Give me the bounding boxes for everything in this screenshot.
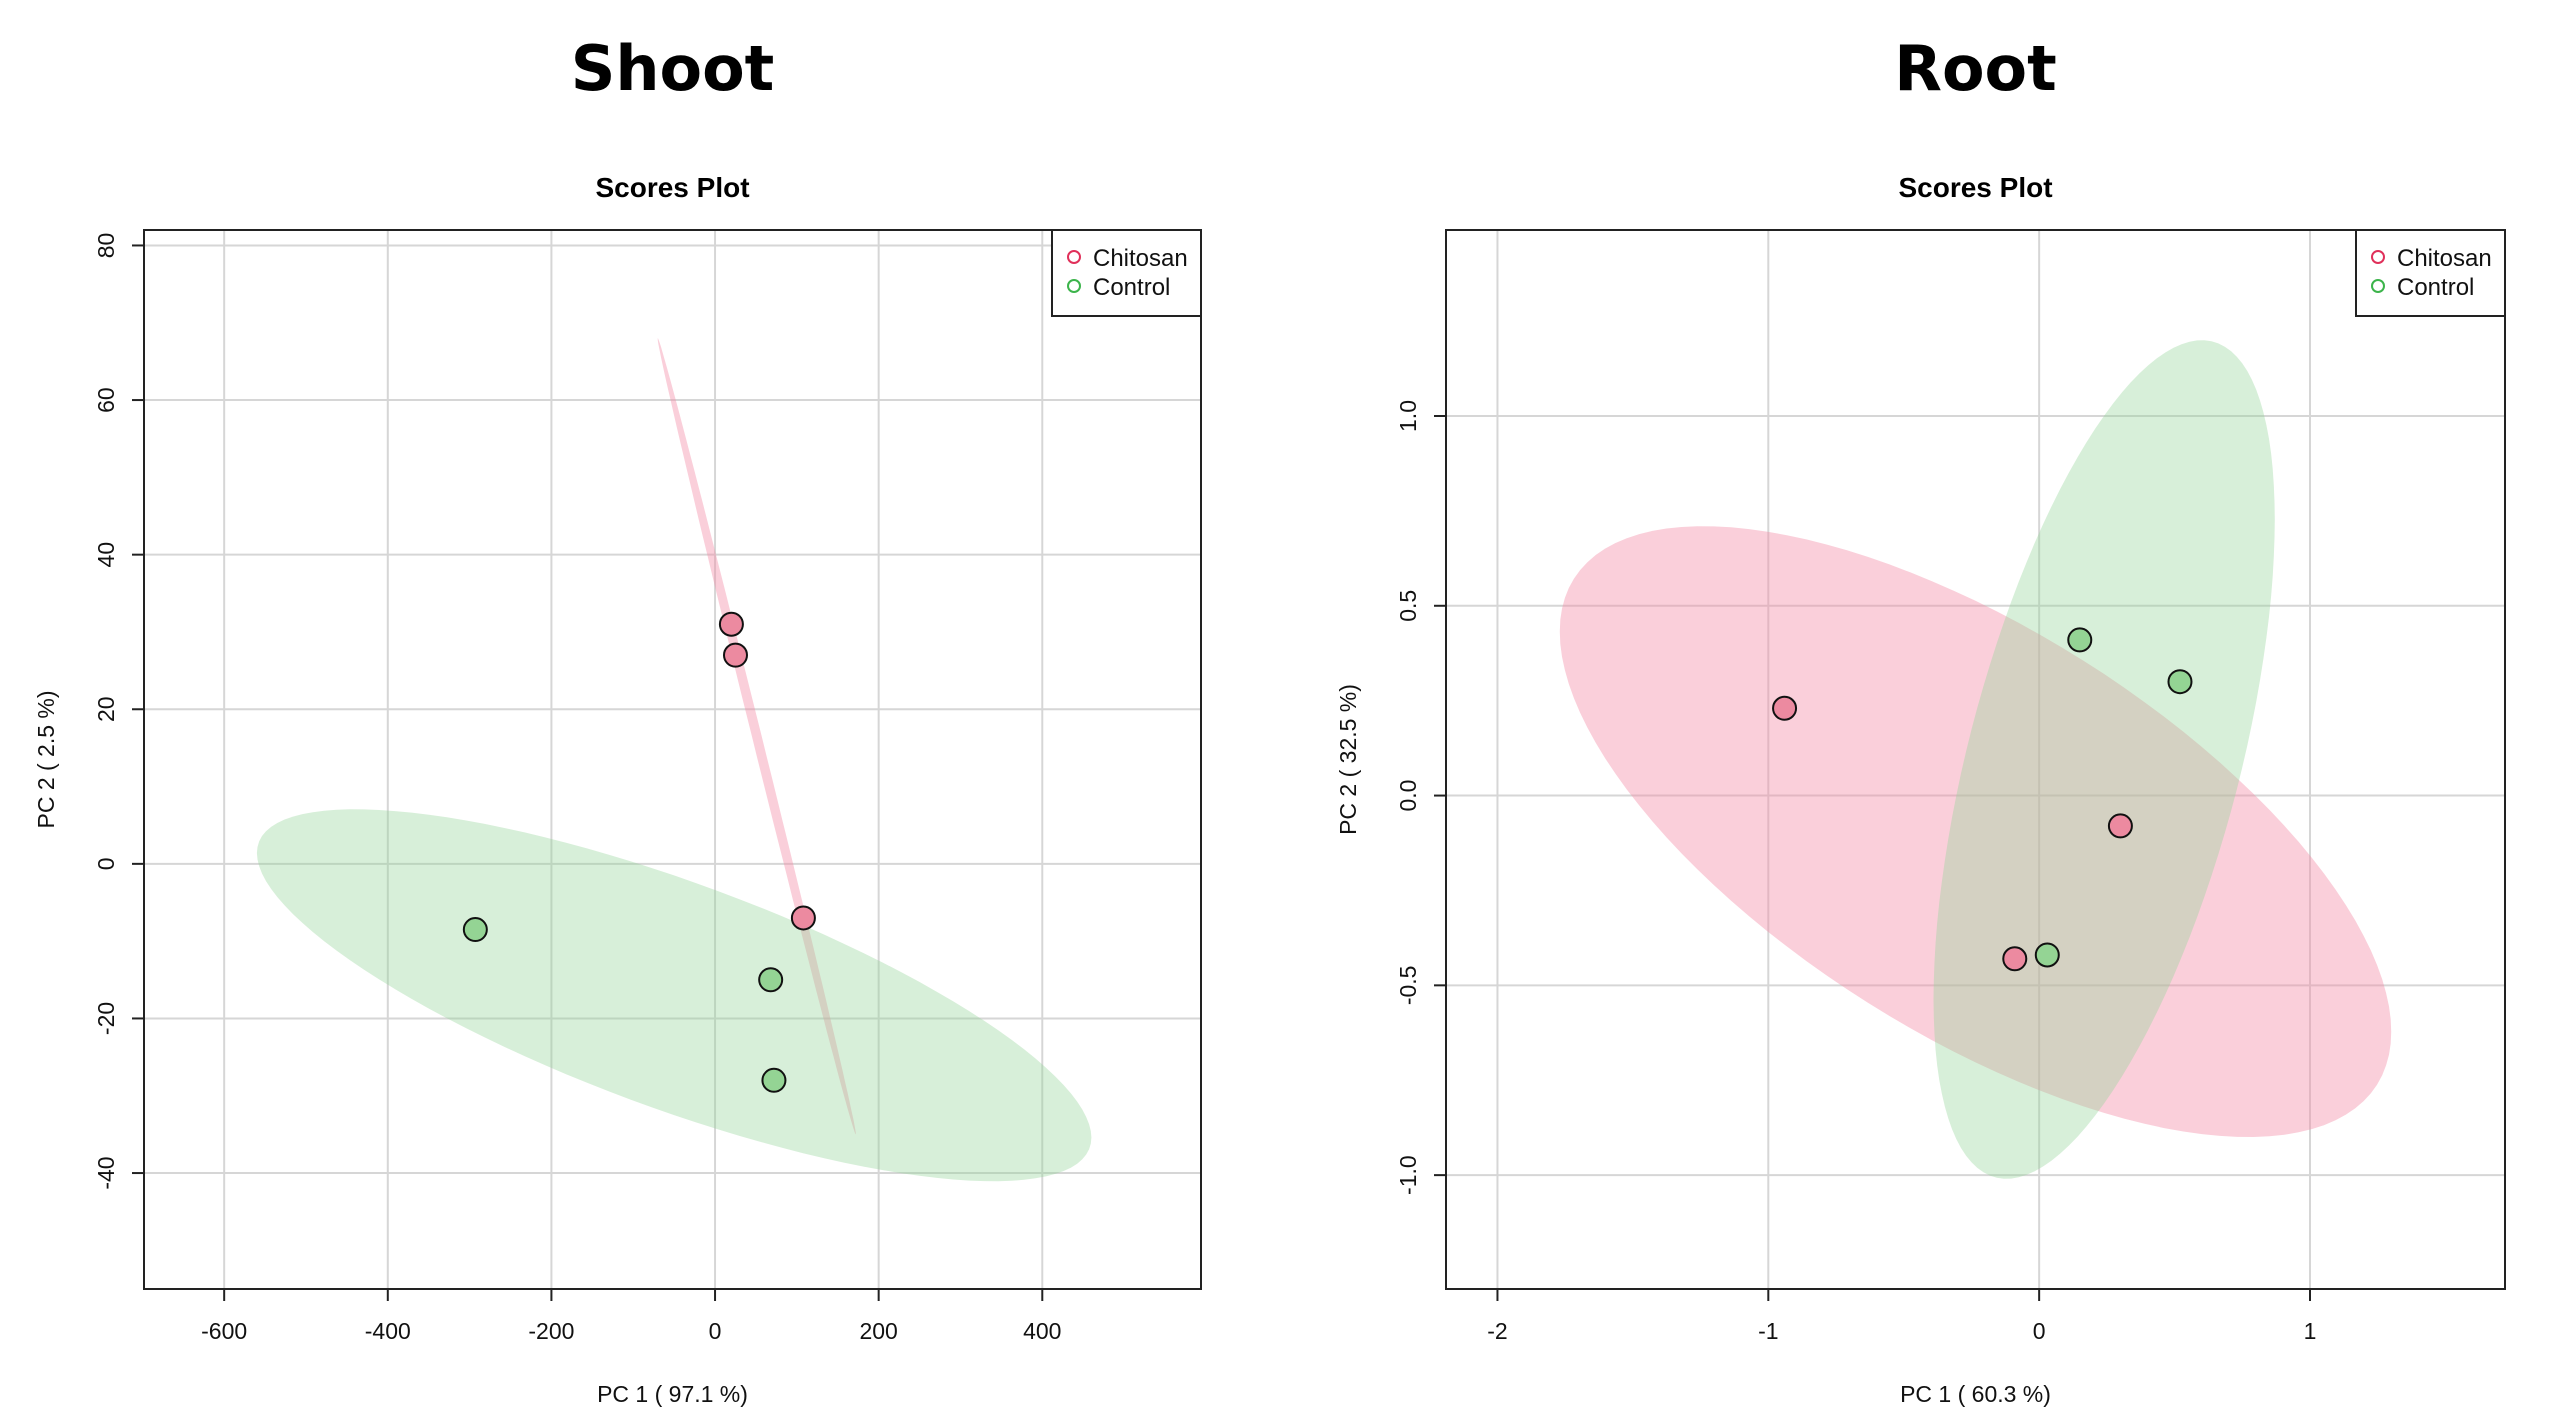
tick-label-x: -1: [1758, 1318, 1778, 1344]
confidence-ellipse-chitosan: [657, 338, 856, 1135]
data-point-control: [462, 917, 488, 943]
legend-box: [2355, 229, 2506, 317]
legend-box: [1051, 229, 1202, 317]
tick-label-y: 0: [93, 857, 119, 870]
data-point-chitosan: [718, 611, 744, 637]
data-point-control: [2167, 669, 2193, 695]
tick-label-y: -1.0: [1395, 1155, 1421, 1195]
data-point-chitosan: [2002, 946, 2028, 972]
data-point-control: [2034, 942, 2060, 968]
plot-frame: [1445, 229, 2506, 1290]
legend-label: Control: [2397, 274, 2474, 301]
tick-label-y: -0.5: [1395, 966, 1421, 1006]
legend-label: Control: [1093, 274, 1170, 301]
legend-marker-chitosan: [2371, 250, 2385, 264]
panel-title: Shoot: [571, 32, 775, 105]
legend-label: Chitosan: [2397, 245, 2492, 272]
tick-label-y: 0.0: [1395, 780, 1421, 812]
tick-label-x: -400: [365, 1318, 411, 1344]
tick-label-y: 0.5: [1395, 590, 1421, 622]
x-axis-label: PC 1 ( 60.3 %): [1900, 1381, 2051, 1407]
tick-label-y: -20: [93, 1002, 119, 1035]
legend-marker-chitosan: [1067, 250, 1081, 264]
panel-title: Root: [1894, 32, 2057, 105]
tick-label-x: -600: [201, 1318, 247, 1344]
tick-label-x: -2: [1487, 1318, 1507, 1344]
chart-title: Scores Plot: [595, 172, 749, 203]
tick-label-y: 40: [93, 542, 119, 568]
tick-label-x: -200: [528, 1318, 574, 1344]
confidence-ellipse-chitosan: [1559, 526, 2392, 1137]
tick-label-y: -40: [93, 1156, 119, 1189]
tick-label-y: 1.0: [1395, 400, 1421, 432]
legend-label: Chitosan: [1093, 245, 1188, 272]
legend-marker-control: [1067, 279, 1081, 293]
tick-label-y: 80: [93, 233, 119, 259]
y-axis-label: PC 2 ( 32.5 %): [1335, 684, 1361, 835]
y-axis-label: PC 2 ( 2.5 %): [33, 690, 59, 828]
plot-frame: [143, 229, 1202, 1290]
tick-label-x: 1: [2304, 1318, 2317, 1344]
data-point-control: [761, 1067, 787, 1093]
x-axis-label: PC 1 ( 97.1 %): [597, 1381, 748, 1407]
tick-label-y: 20: [93, 696, 119, 722]
chart-title: Scores Plot: [1898, 172, 2052, 203]
tick-label-x: 200: [859, 1318, 897, 1344]
legend-marker-control: [2371, 279, 2385, 293]
data-point-control: [2067, 627, 2093, 653]
tick-label-x: 0: [2033, 1318, 2046, 1344]
data-point-chitosan: [722, 642, 748, 668]
confidence-ellipse-control: [256, 809, 1092, 1182]
data-point-control: [758, 967, 784, 993]
tick-label-y: 60: [93, 387, 119, 413]
data-point-chitosan: [2107, 813, 2133, 839]
data-point-chitosan: [790, 905, 816, 931]
tick-label-x: 400: [1023, 1318, 1061, 1344]
tick-label-x: 0: [709, 1318, 722, 1344]
data-point-chitosan: [1772, 695, 1798, 721]
panel-root: Root Scores Plot -2 -1 0 1 -1.0 -0.5 0.0 0.5 1.0 Ch…: [1335, 32, 2506, 1407]
